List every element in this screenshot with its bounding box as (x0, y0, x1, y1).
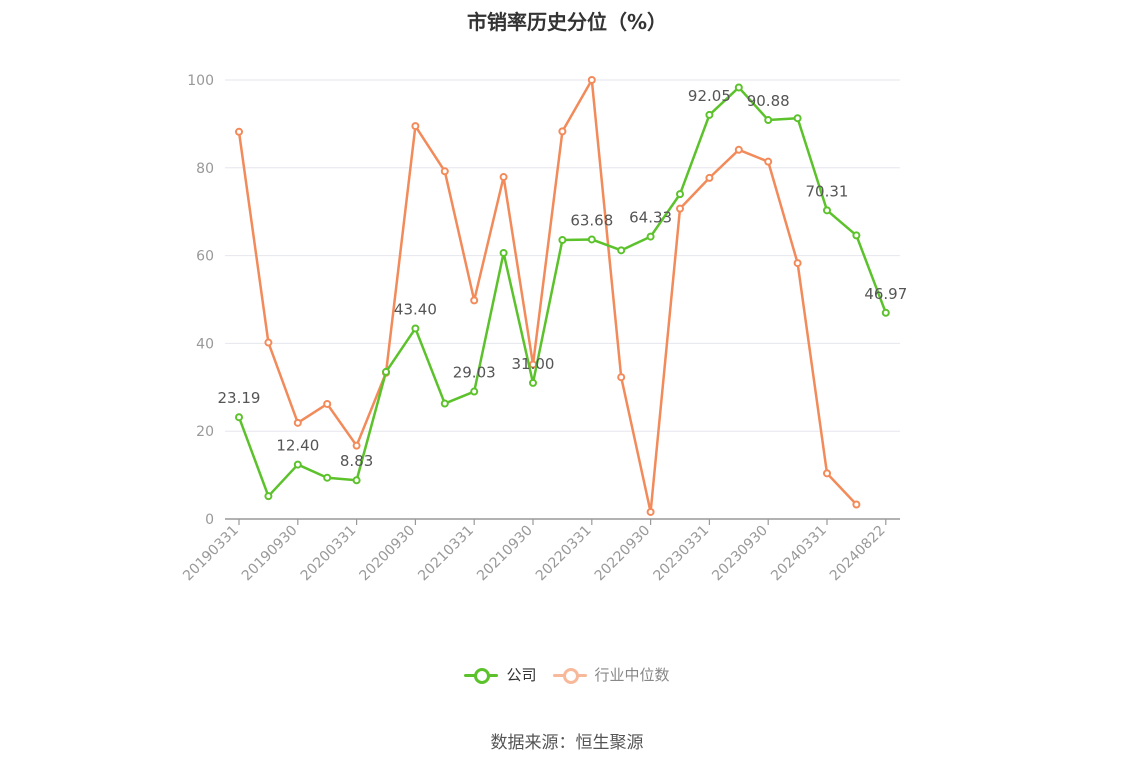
x-tick-label-20240331: 20240331 (768, 523, 830, 585)
x-tick-label-20240822: 20240822 (827, 523, 889, 585)
data-label-layer: 23.19 12.40 8.83 43.40 29.03 31.00 63.68 64.33 9… (218, 87, 908, 470)
series-industry-median-point-7 (440, 167, 449, 176)
series-company-point-9 (499, 248, 508, 257)
legend-label-industry-median: 行业中位数 (594, 666, 670, 684)
data-label-company-4: 8.83 (340, 452, 373, 470)
series-industry-median-point-2 (293, 418, 302, 427)
y-tick-label-0: 0 (205, 512, 214, 528)
data-label-company-6: 43.40 (394, 300, 437, 318)
series-industry-median-point-15 (676, 204, 684, 213)
data-label-company-22: 46.97 (864, 285, 907, 303)
x-tick-label-20190930: 20190930 (239, 523, 301, 585)
y-tick-label-40: 40 (196, 336, 214, 352)
chart-title: 市销率历史分位（%） (466, 10, 668, 34)
series-company-point-15 (676, 190, 684, 199)
series-industry-median-point-12 (587, 76, 596, 84)
x-tick-label-20230331: 20230331 (651, 523, 713, 585)
series-industry-median-point-0 (235, 127, 243, 136)
series-industry-median-point-18 (764, 157, 773, 166)
data-source: 数据来源：恒生聚源 (490, 733, 644, 753)
series-industry-median-point-13 (617, 373, 626, 382)
y-tick-label-60: 60 (196, 249, 214, 265)
series-industry-median-line (237, 78, 858, 514)
series-company-point-16 (705, 110, 714, 119)
y-tick-label-80: 80 (196, 161, 214, 177)
series-company-point-19 (793, 114, 802, 123)
data-label-company-8: 29.03 (453, 364, 496, 382)
data-label-company-14: 64.33 (629, 209, 672, 227)
series-company-point-20 (823, 206, 831, 215)
data-label-company-18: 90.88 (747, 92, 790, 110)
x-tick-label-20200331: 20200331 (298, 523, 360, 585)
series-industry-median-point-1 (264, 338, 273, 347)
series-company-point-6 (411, 324, 420, 333)
series-industry-median-point-3 (323, 399, 332, 408)
series-company-point-12 (587, 235, 596, 244)
legend-item-industry-median[interactable]: 行业中位数 (552, 664, 670, 685)
grid-layer (225, 79, 900, 432)
series-company-point-21 (852, 231, 861, 240)
series-company-point-14 (646, 232, 655, 241)
series-layer (235, 76, 890, 516)
series-company-point-5 (382, 367, 390, 376)
series-company-point-3 (323, 473, 332, 482)
data-label-company-10: 31.00 (512, 355, 555, 373)
series-company-point-4 (352, 476, 361, 485)
data-label-company-12: 63.68 (570, 211, 613, 229)
series-industry-median-point-11 (558, 127, 567, 136)
series-company-point-10 (529, 378, 537, 387)
data-label-company-16: 92.05 (688, 87, 731, 105)
series-industry-median-point-16 (705, 173, 714, 182)
x-tick-label-20220930: 20220930 (592, 523, 654, 585)
data-label-company-0: 23.19 (218, 389, 261, 407)
data-label-company-20: 70.31 (806, 182, 849, 200)
x-tick-label-20200930: 20200930 (357, 523, 419, 585)
x-tick-label-20210331: 20210331 (415, 523, 477, 585)
series-industry-median-point-14 (646, 507, 655, 516)
series-company-point-7 (440, 399, 449, 408)
axis-layer: 0 20 40 60 80 100 2019033120190930202003312020… (180, 73, 900, 584)
series-industry-median-point-19 (793, 259, 802, 268)
series-industry-median-point-6 (411, 122, 420, 131)
series-company-line (237, 86, 887, 498)
legend: 公司 行业中位数 (0, 664, 1134, 685)
x-tick-label-20190331: 20190331 (180, 523, 242, 585)
series-industry-median-point-4 (352, 441, 361, 450)
series-company-point-8 (470, 387, 479, 396)
data-label-company-2: 12.40 (276, 437, 319, 455)
x-tick-label-20220331: 20220331 (533, 523, 595, 585)
series-company-point-2 (293, 460, 302, 469)
y-tick-label-20: 20 (196, 424, 214, 440)
legend-label-company: 公司 (506, 666, 537, 684)
series-industry-median-point-9 (499, 173, 508, 182)
series-industry-median-point-21 (852, 500, 861, 509)
series-company-point-11 (558, 236, 567, 245)
series-company-point-0 (235, 413, 243, 422)
legend-marker-industry-median (552, 665, 587, 685)
y-tick-label-100: 100 (187, 73, 214, 89)
series-company-point-13 (617, 246, 626, 255)
legend-marker-company (464, 665, 499, 685)
series-company-point-22 (881, 308, 890, 317)
legend-item-company[interactable]: 公司 (464, 664, 537, 685)
series-company-point-1 (264, 492, 273, 501)
series-company-point-18 (764, 116, 773, 125)
series-industry-median-point-20 (823, 469, 831, 478)
series-industry-median-point-17 (734, 145, 743, 154)
series-industry-median-point-8 (470, 296, 479, 305)
series-company-point-17 (734, 83, 743, 92)
x-tick-label-20230930: 20230930 (709, 523, 771, 585)
x-tick-label-20210930: 20210930 (474, 523, 536, 585)
